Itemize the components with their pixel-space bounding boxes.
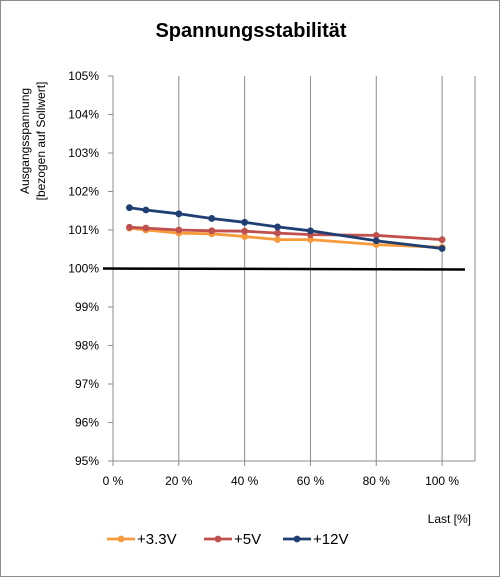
data-point: [208, 227, 216, 235]
legend: +3.3V +5V +12V: [107, 531, 348, 548]
y-tick-label: 97%: [75, 377, 99, 391]
y-tick-label: 99%: [75, 300, 99, 314]
legend-item: +12V: [283, 531, 348, 548]
data-point: [372, 231, 380, 239]
series-5v: [126, 223, 446, 244]
data-point: [126, 223, 133, 231]
data-point: [126, 204, 133, 212]
x-tick-label: 60 %: [297, 474, 325, 488]
y-tick-label: 100%: [68, 262, 99, 276]
legend-label: +3.3V: [137, 531, 177, 548]
x-tick-label: 40 %: [231, 474, 259, 488]
legend-swatch-marker: [293, 535, 301, 543]
data-point: [372, 237, 380, 245]
data-point: [241, 227, 249, 235]
y-tick-label: 103%: [68, 146, 99, 160]
data-point: [241, 218, 249, 226]
legend-item: +3.3V: [107, 531, 177, 548]
series-group: [126, 204, 446, 252]
data-point: [307, 236, 314, 244]
reference-line-100: [102, 267, 466, 271]
chart-title: Spannungsstabilität: [155, 20, 346, 42]
data-point: [208, 215, 216, 222]
y-tick-label: 96%: [75, 416, 99, 430]
data-point: [274, 229, 281, 237]
x-tick-label: 20 %: [165, 474, 193, 488]
x-tick-label: 100 %: [425, 474, 459, 488]
legend-item: +5V: [204, 531, 261, 548]
data-point: [241, 233, 249, 240]
y-tick-label: 98%: [75, 339, 99, 353]
y-tick-label: 104%: [68, 108, 99, 122]
tick-labels: 95% 96% 97% 98% 99% 100% 101% 102% 103% 104% 105% 0…: [68, 69, 459, 488]
data-point: [307, 227, 314, 235]
reference-line-group: [102, 267, 466, 271]
y-tick-label: 95%: [75, 454, 99, 468]
x-tick-label: 80 %: [363, 474, 391, 488]
y-tick-label: 102%: [68, 185, 99, 199]
legend-swatch-marker: [214, 535, 222, 543]
legend-swatch-marker: [117, 535, 125, 543]
data-point: [274, 236, 281, 244]
y-axis-title-line-2: [bezogen auf Sollwert]: [34, 82, 48, 201]
x-tick-label: 0 %: [103, 474, 124, 488]
data-point: [175, 226, 183, 234]
x-axis-title: Last [%]: [428, 512, 471, 526]
legend-label: +12V: [313, 531, 348, 548]
y-axis-title: Ausgangsspannung [bezogen auf Sollwert]: [18, 82, 48, 201]
y-axis-title-line-1: Ausgangsspannung: [18, 88, 32, 194]
y-tick-label: 101%: [68, 223, 99, 237]
legend-label: +5V: [234, 531, 261, 548]
axes: [108, 75, 475, 466]
y-tick-label: 105%: [68, 69, 99, 83]
data-point: [438, 245, 446, 252]
data-point: [142, 224, 150, 232]
series-12v: [126, 204, 446, 252]
data-point: [438, 236, 446, 244]
data-point: [175, 210, 183, 218]
data-point: [274, 223, 281, 231]
data-point: [142, 206, 150, 214]
